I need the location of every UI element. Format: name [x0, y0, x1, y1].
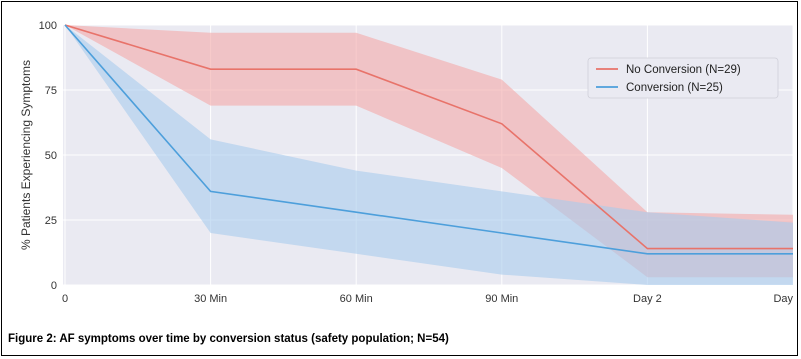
x-tick-label-5: Day [773, 293, 793, 305]
confidence-bands [65, 25, 793, 285]
line-series-1 [64, 24, 793, 255]
x-tick-labels: 0 30 Min 60 Min 90 Min Day 2 Day [62, 293, 794, 305]
x-tick-label-4: Day 2 [633, 293, 662, 305]
legend-box [587, 57, 779, 99]
y-tick-label-2: 50 [45, 150, 57, 162]
x-tick-label-1: 30 Min [194, 293, 227, 305]
legend-label-0: No Conversion (N=29) [626, 64, 741, 76]
series-lines [64, 24, 793, 255]
figure-caption: Figure 2: AF symptoms over time by conve… [8, 333, 449, 345]
y-tick-label-0: 0 [51, 280, 57, 292]
y-axis-label: % Patients Experiencing Symptoms [19, 60, 33, 250]
x-tick-label-2: 60 Min [340, 293, 373, 305]
legend-label-1: Conversion (N=25) [626, 82, 723, 94]
y-tick-label-1: 25 [45, 215, 57, 227]
x-tick-label-0: 0 [62, 293, 68, 305]
y-tick-labels: 0 25 50 75 100 [39, 20, 57, 292]
y-tick-label-4: 100 [39, 20, 57, 32]
line-series-0 [64, 24, 793, 250]
band-series-1 [65, 25, 793, 285]
y-tick-label-3: 75 [45, 85, 57, 97]
legend: No Conversion (N=29) Conversion (N=25) [587, 57, 779, 99]
x-tick-label-3: 90 Min [485, 293, 518, 305]
